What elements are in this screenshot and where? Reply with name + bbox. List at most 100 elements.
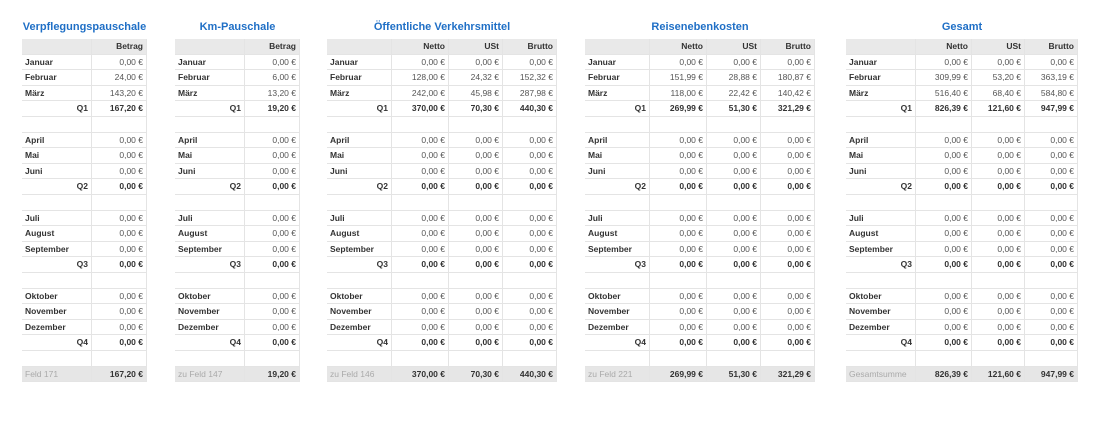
quarter-value: 0,00 € (245, 335, 300, 351)
empty-cell (846, 117, 916, 133)
value-cell: 0,00 € (707, 210, 761, 227)
value-cell: 0,00 € (916, 304, 972, 320)
empty-cell (650, 117, 707, 133)
month-label: Januar (22, 54, 92, 71)
value-cell: 0,00 € (92, 163, 147, 180)
value-cell: 287,98 € (503, 85, 557, 102)
footer-value: 51,30 € (707, 366, 761, 383)
empty-cell (585, 273, 650, 289)
month-label: Januar (327, 54, 392, 71)
header-cell: Netto (650, 39, 707, 55)
empty-cell (392, 351, 449, 367)
value-cell: 0,00 € (972, 148, 1025, 164)
empty-cell (650, 273, 707, 289)
value-cell: 0,00 € (1025, 241, 1078, 258)
month-label: Mai (585, 148, 650, 164)
month-label: Mai (175, 148, 245, 164)
quarter-value: 0,00 € (92, 335, 147, 351)
empty-cell (245, 351, 300, 367)
value-cell: 0,00 € (92, 132, 147, 149)
value-cell: 0,00 € (972, 226, 1025, 242)
value-cell: 0,00 € (761, 148, 815, 164)
empty-cell (585, 195, 650, 211)
header-cell: Brutto (1025, 39, 1078, 55)
quarter-value: 0,00 € (972, 257, 1025, 273)
value-cell: 0,00 € (650, 132, 707, 149)
quarter-value: 0,00 € (761, 179, 815, 195)
quarter-value: 0,00 € (449, 179, 503, 195)
month-label: August (585, 226, 650, 242)
month-label: Januar (175, 54, 245, 71)
quarter-value: 167,20 € (92, 101, 147, 117)
empty-cell (846, 273, 916, 289)
value-cell: 0,00 € (449, 319, 503, 336)
month-label: August (846, 226, 916, 242)
empty-cell (175, 351, 245, 367)
month-label: Mai (22, 148, 92, 164)
value-cell: 0,00 € (449, 241, 503, 258)
quarter-value: 0,00 € (707, 257, 761, 273)
empty-cell (449, 195, 503, 211)
quarter-value: 0,00 € (92, 257, 147, 273)
empty-cell (22, 351, 92, 367)
quarter-label: Q2 (846, 179, 916, 195)
month-label: Oktober (327, 288, 392, 305)
empty-cell (972, 117, 1025, 133)
empty-cell (22, 117, 92, 133)
table-title: Gesamt (941, 21, 983, 33)
header-cell: USt (972, 39, 1025, 55)
month-label: Februar (585, 70, 650, 86)
value-cell: 0,00 € (650, 163, 707, 180)
quarter-value: 0,00 € (92, 179, 147, 195)
month-label: März (175, 85, 245, 102)
quarter-label: Q2 (22, 179, 92, 195)
value-cell: 0,00 € (650, 148, 707, 164)
value-cell: 0,00 € (972, 132, 1025, 149)
empty-cell (92, 195, 147, 211)
empty-cell (392, 117, 449, 133)
value-cell: 0,00 € (449, 148, 503, 164)
value-cell: 0,00 € (761, 210, 815, 227)
value-cell: 0,00 € (92, 288, 147, 305)
value-cell: 0,00 € (245, 148, 300, 164)
empty-cell (585, 351, 650, 367)
month-label: September (175, 241, 245, 258)
value-cell: 0,00 € (449, 54, 503, 71)
empty-cell (761, 195, 815, 211)
value-cell: 0,00 € (92, 210, 147, 227)
value-cell: 24,00 € (92, 70, 147, 86)
quarter-label: Q4 (327, 335, 392, 351)
month-label: Januar (585, 54, 650, 71)
value-cell: 0,00 € (392, 241, 449, 258)
quarter-value: 0,00 € (503, 179, 557, 195)
header-cell: Brutto (503, 39, 557, 55)
value-cell: 309,99 € (916, 70, 972, 86)
empty-cell (327, 273, 392, 289)
value-cell: 0,00 € (761, 226, 815, 242)
header-cell: Netto (392, 39, 449, 55)
empty-cell (22, 273, 92, 289)
header-cell (22, 39, 92, 55)
empty-cell (175, 195, 245, 211)
quarter-label: Q1 (22, 101, 92, 117)
value-cell: 242,00 € (392, 85, 449, 102)
value-cell: 0,00 € (916, 163, 972, 180)
empty-cell (916, 195, 972, 211)
month-label: April (22, 132, 92, 149)
month-label: September (22, 241, 92, 258)
value-cell: 0,00 € (92, 226, 147, 242)
value-cell: 0,00 € (972, 288, 1025, 305)
footer-label: zu Feld 147 (175, 366, 245, 383)
month-label: Juni (585, 163, 650, 180)
value-cell: 53,20 € (972, 70, 1025, 86)
empty-cell (175, 117, 245, 133)
month-label: November (327, 304, 392, 320)
header-cell: Betrag (245, 39, 300, 55)
quarter-label: Q4 (22, 335, 92, 351)
quarter-value: 0,00 € (761, 335, 815, 351)
value-cell: 0,00 € (392, 319, 449, 336)
footer-value: 70,30 € (449, 366, 503, 383)
footer-label: zu Feld 221 (585, 366, 650, 383)
value-cell: 143,20 € (92, 85, 147, 102)
quarter-label: Q4 (846, 335, 916, 351)
